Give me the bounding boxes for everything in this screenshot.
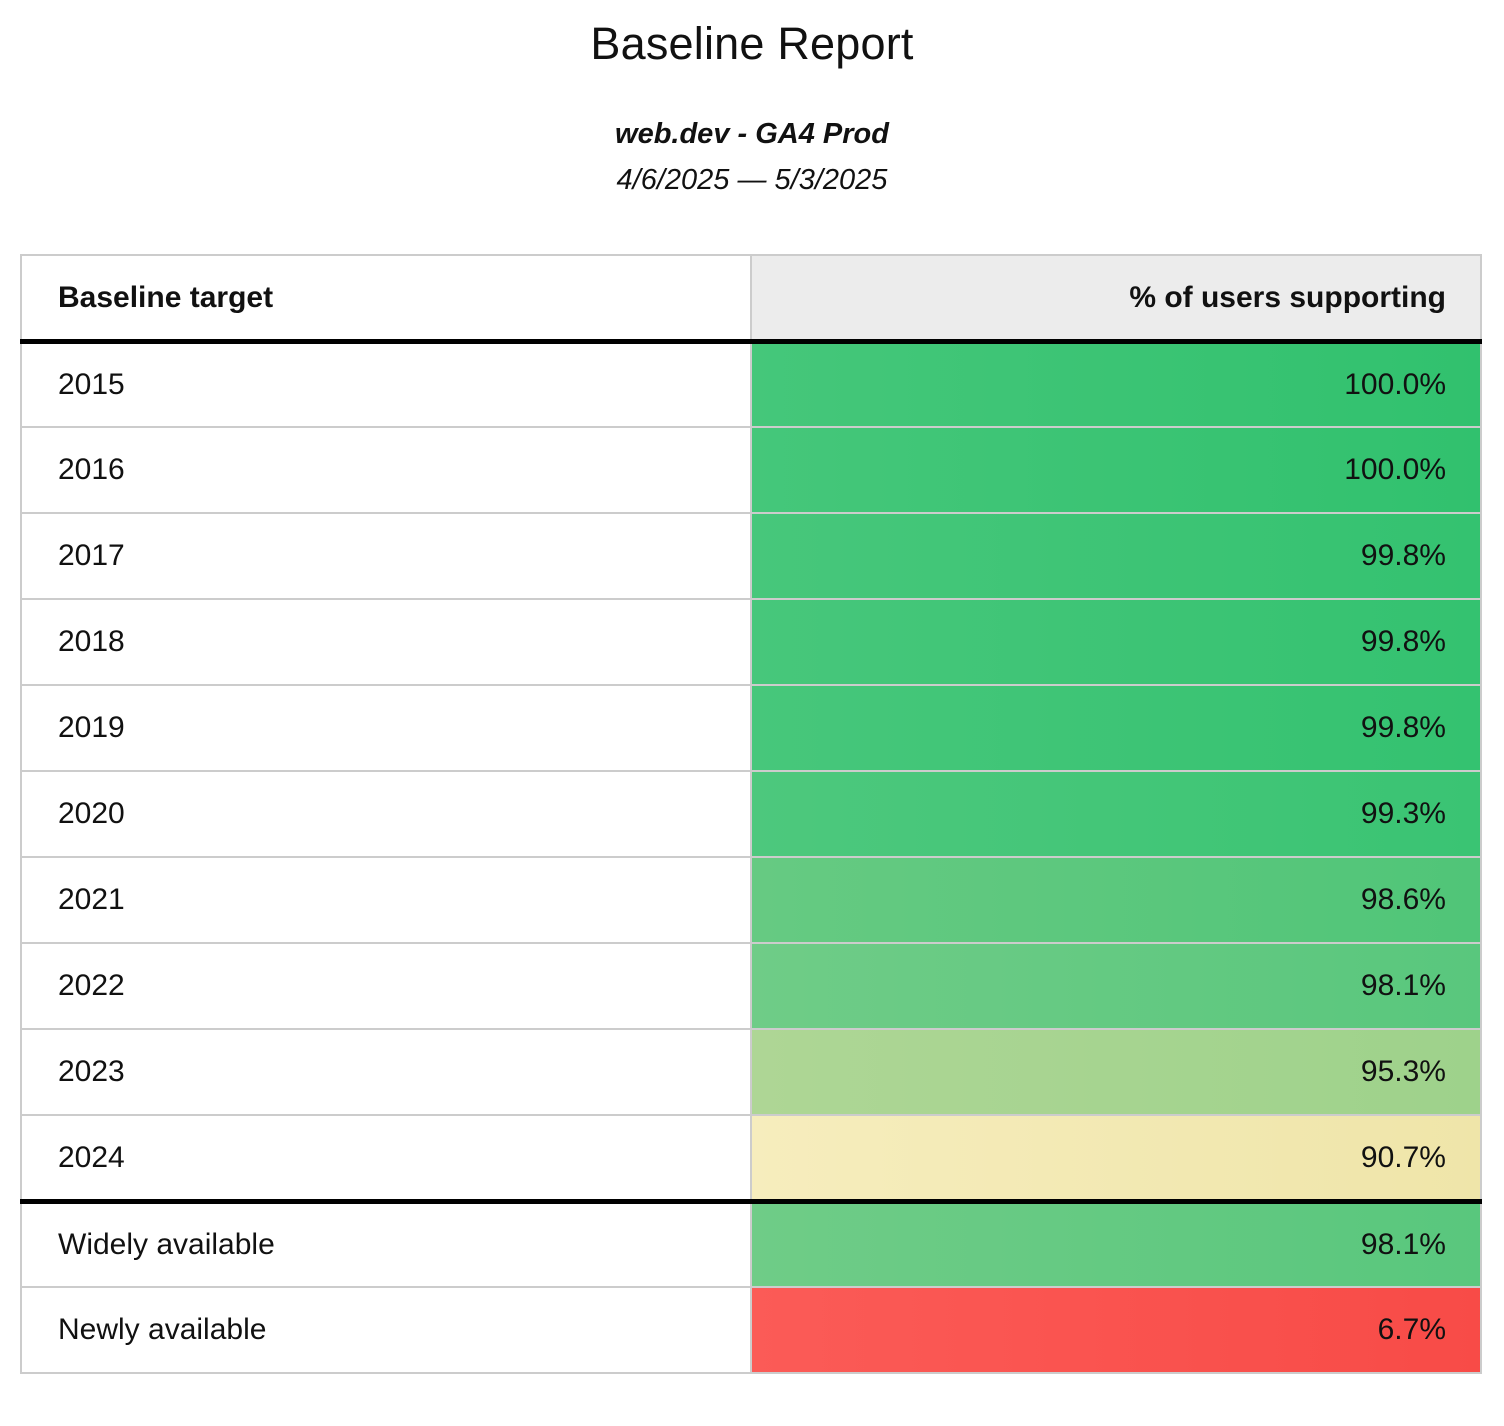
baseline-target-cell: 2015 bbox=[20, 340, 752, 429]
report-header: Baseline Report web.dev - GA4 Prod 4/6/2… bbox=[0, 0, 1504, 197]
users-supporting-cell: 100.0% bbox=[750, 340, 1482, 429]
page-title: Baseline Report bbox=[590, 18, 914, 69]
users-supporting-cell: 6.7% bbox=[750, 1286, 1482, 1375]
baseline-target-cell: 2024 bbox=[20, 1114, 752, 1203]
users-supporting-cell: 98.1% bbox=[750, 942, 1482, 1031]
table-row: 2024 90.7% bbox=[20, 1114, 1482, 1203]
baseline-target-cell: 2020 bbox=[20, 770, 752, 859]
table-row: 2020 99.3% bbox=[20, 770, 1482, 859]
users-supporting-cell: 98.1% bbox=[750, 1198, 1482, 1289]
table-row: 2023 95.3% bbox=[20, 1028, 1482, 1117]
users-supporting-cell: 99.8% bbox=[750, 598, 1482, 687]
baseline-table: Baseline target % of users supporting 20… bbox=[20, 254, 1482, 1375]
report-property-name: web.dev - GA4 Prod bbox=[615, 118, 889, 151]
baseline-target-cell: 2019 bbox=[20, 684, 752, 773]
users-supporting-cell: 99.8% bbox=[750, 684, 1482, 773]
baseline-target-cell: 2022 bbox=[20, 942, 752, 1031]
users-supporting-cell: 90.7% bbox=[750, 1114, 1482, 1203]
baseline-target-cell: 2023 bbox=[20, 1028, 752, 1117]
users-supporting-cell: 99.8% bbox=[750, 512, 1482, 601]
table-row: 2019 99.8% bbox=[20, 684, 1482, 773]
column-header-baseline-target: Baseline target bbox=[20, 254, 752, 344]
baseline-target-cell: Newly available bbox=[20, 1286, 752, 1375]
column-header-users-supporting: % of users supporting bbox=[750, 254, 1482, 344]
table-row: 2015 100.0% bbox=[20, 340, 1482, 429]
table-body: 2015 100.0% 2016 100.0% 2017 99.8% 2018 … bbox=[20, 340, 1482, 1375]
table-row: Widely available 98.1% bbox=[20, 1198, 1482, 1289]
users-supporting-cell: 98.6% bbox=[750, 856, 1482, 945]
table-header-row: Baseline target % of users supporting bbox=[20, 254, 1482, 344]
report-date-range: 4/6/2025 — 5/3/2025 bbox=[616, 164, 888, 197]
table-row: Newly available 6.7% bbox=[20, 1286, 1482, 1375]
table-row: 2018 99.8% bbox=[20, 598, 1482, 687]
table-row: 2021 98.6% bbox=[20, 856, 1482, 945]
users-supporting-cell: 100.0% bbox=[750, 426, 1482, 515]
baseline-target-cell: 2021 bbox=[20, 856, 752, 945]
table-row: 2016 100.0% bbox=[20, 426, 1482, 515]
baseline-target-cell: Widely available bbox=[20, 1198, 752, 1289]
baseline-target-cell: 2017 bbox=[20, 512, 752, 601]
users-supporting-cell: 95.3% bbox=[750, 1028, 1482, 1117]
table-header: Baseline target % of users supporting bbox=[20, 254, 1482, 344]
table-row: 2022 98.1% bbox=[20, 942, 1482, 1031]
baseline-target-cell: 2016 bbox=[20, 426, 752, 515]
table-row: 2017 99.8% bbox=[20, 512, 1482, 601]
baseline-target-cell: 2018 bbox=[20, 598, 752, 687]
users-supporting-cell: 99.3% bbox=[750, 770, 1482, 859]
